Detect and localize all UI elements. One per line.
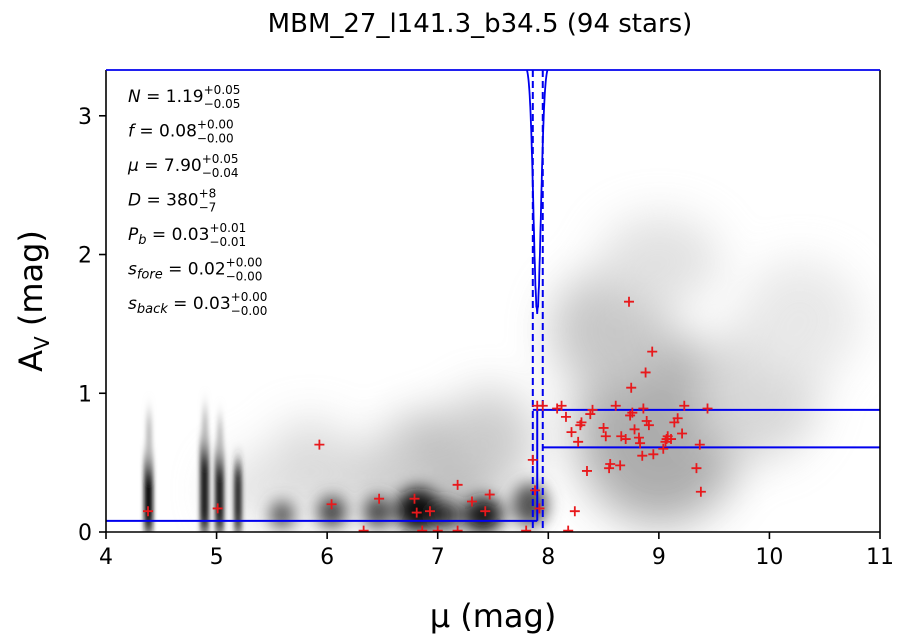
parameter-annotation: sfore = 0.02+0.00 −0.00 (128, 256, 262, 284)
star-marker (633, 432, 644, 443)
star-marker (530, 485, 541, 496)
star-marker (620, 434, 631, 445)
star-marker (637, 450, 648, 461)
parameter-annotations: N = 1.19+0.05 −0.05 f = 0.08+0.00 −0.00 μ = … (127, 83, 267, 318)
star-marker (629, 424, 640, 435)
star-marker (326, 499, 337, 510)
star-marker (534, 503, 545, 514)
star-marker (563, 525, 574, 532)
star-marker (432, 525, 443, 532)
y-axis-label-rest: (mag) (12, 230, 50, 336)
star-marker (615, 460, 626, 471)
star-marker (600, 431, 611, 442)
star-markers (143, 296, 713, 532)
star-marker (677, 428, 688, 439)
axis-ticks: 4 5 6 7 8 9 10 11 0 1 2 3 (78, 105, 894, 570)
star-marker (466, 496, 477, 507)
x-tick-label: 11 (866, 545, 894, 570)
star-marker (638, 403, 649, 414)
star-marker (374, 493, 385, 504)
star-marker (643, 420, 654, 431)
x-tick-label: 9 (652, 545, 666, 570)
y-tick-label: 1 (78, 382, 92, 407)
x-tick-label: 8 (541, 545, 555, 570)
star-marker (521, 525, 532, 532)
star-marker (484, 489, 495, 500)
star-marker (411, 507, 422, 518)
star-marker (598, 422, 609, 433)
parameter-annotation: μ = 7.90+0.05 −0.04 (127, 152, 239, 180)
star-marker (627, 407, 638, 418)
star-marker (452, 479, 463, 490)
star-marker (212, 503, 223, 514)
star-marker (358, 525, 369, 532)
x-axis-label: μ (mag) (430, 597, 557, 635)
star-marker (143, 506, 154, 517)
star-marker (452, 525, 463, 532)
star-marker (695, 486, 706, 497)
star-marker (694, 439, 705, 450)
star-marker (480, 506, 491, 517)
parameter-annotation: N = 1.19+0.05 −0.05 (128, 83, 240, 111)
parameter-annotation: D = 380+8 −7 (128, 187, 216, 215)
star-marker (605, 459, 616, 470)
parameter-annotation: Pb = 0.03+0.01 −0.01 (128, 221, 246, 249)
x-tick-label: 5 (210, 545, 224, 570)
y-axis-label-sub: V (30, 336, 54, 350)
star-marker (648, 449, 659, 460)
axes-frame (105, 69, 881, 533)
star-marker (409, 493, 420, 504)
star-marker (527, 454, 538, 465)
x-tick-label: 7 (431, 545, 445, 570)
star-marker (417, 525, 428, 532)
star-marker (626, 382, 637, 393)
parameter-annotation: sback = 0.03+0.00 −0.00 (128, 290, 267, 318)
x-tick-label: 6 (320, 545, 334, 570)
star-marker (581, 465, 592, 476)
star-marker (573, 436, 584, 447)
star-marker (566, 427, 577, 438)
star-marker (424, 506, 435, 517)
y-tick-label: 0 (78, 521, 92, 546)
y-tick-label: 3 (78, 105, 92, 130)
y-axis-label-base: A (12, 350, 50, 372)
star-marker (587, 404, 598, 415)
star-marker (537, 400, 548, 411)
star-marker (635, 438, 646, 449)
star-marker (647, 346, 658, 357)
star-marker (702, 403, 713, 414)
x-tick-label: 4 (99, 545, 113, 570)
star-marker (610, 400, 621, 411)
posterior-curve (526, 70, 549, 315)
star-marker (624, 296, 635, 307)
star-marker (679, 400, 690, 411)
x-tick-label: 10 (755, 545, 783, 570)
star-marker (658, 443, 669, 454)
y-axis-label: AV (mag) (12, 230, 54, 372)
y-tick-label: 2 (78, 244, 92, 269)
model-lines (106, 70, 880, 532)
star-marker (569, 506, 580, 517)
star-marker (666, 434, 677, 445)
star-marker (691, 463, 702, 474)
star-marker (640, 367, 651, 378)
star-marker (672, 413, 683, 424)
chart-title: MBM_27_l141.3_b34.5 (94 stars) (268, 9, 693, 39)
star-marker (556, 400, 567, 411)
star-marker (576, 417, 587, 428)
star-marker (314, 439, 325, 450)
parameter-annotation: f = 0.08+0.00 −0.00 (128, 118, 234, 146)
star-marker (560, 411, 571, 422)
